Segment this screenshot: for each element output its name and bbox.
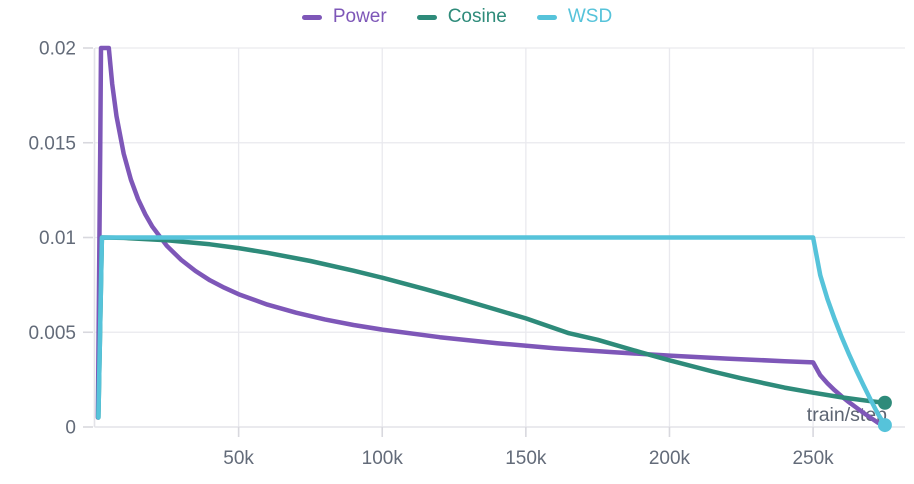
legend-marker-power: [301, 14, 322, 20]
x-axis-title: train/step: [807, 404, 887, 426]
series-line-power[interactable]: [95, 45, 888, 428]
y-tick-label: 0.01: [39, 228, 76, 249]
series-line-wsd[interactable]: [96, 235, 888, 428]
x-tick-label: 250k: [792, 448, 834, 469]
series-end-marker-wsd[interactable]: [877, 418, 892, 433]
x-tick-label: 50k: [223, 448, 254, 469]
x-tick-labels: 50k 100k 150k 200k 250k: [223, 448, 834, 469]
series-lines: [95, 45, 892, 433]
x-tick-label: 150k: [505, 448, 547, 469]
series-line-cosine[interactable]: [96, 235, 888, 420]
legend-item-cosine[interactable]: Cosine: [416, 5, 507, 29]
tick-marks: [83, 47, 814, 437]
y-tick-label: 0.015: [28, 133, 76, 154]
series-end-marker-cosine[interactable]: [877, 395, 892, 410]
legend-marker-cosine: [416, 14, 437, 20]
y-tick-label: 0.02: [39, 39, 76, 60]
y-tick-label: 0.005: [28, 323, 76, 344]
y-tick-label: 0: [65, 418, 76, 439]
legend-marker-wsd: [536, 14, 557, 20]
legend-label-cosine: Cosine: [447, 6, 507, 27]
legend-item-wsd[interactable]: WSD: [536, 5, 613, 29]
legend-label-power: Power: [332, 6, 387, 27]
legend-label-wsd: WSD: [567, 6, 613, 27]
axes: [93, 48, 905, 428]
legend-item-power[interactable]: Power: [301, 5, 387, 29]
x-tick-label: 200k: [649, 448, 691, 469]
x-tick-label: 100k: [362, 448, 404, 469]
legend: Power Cosine WSD: [0, 5, 914, 29]
y-tick-labels: 0 0.005 0.01 0.015 0.02: [28, 39, 76, 439]
